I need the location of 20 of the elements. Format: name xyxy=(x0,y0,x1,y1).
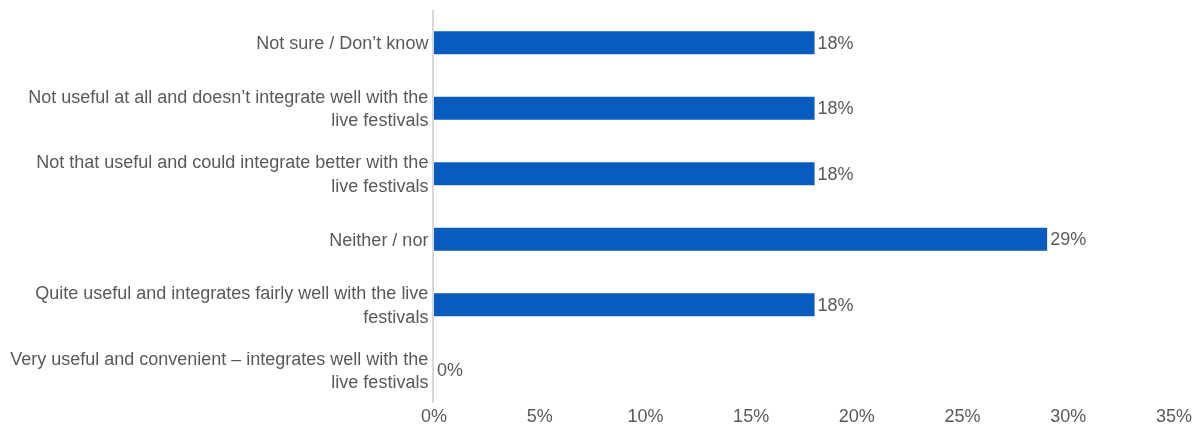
x-tick-label: 5% xyxy=(526,406,553,426)
x-tick-label: 10% xyxy=(627,406,664,426)
x-tick-label: 15% xyxy=(733,406,770,426)
data-label: 0% xyxy=(437,360,464,381)
y-tick-label: Not that useful and could integrate better with the live festivals xyxy=(36,152,429,196)
y-tick-label: Neither / nor xyxy=(329,229,429,250)
x-tick-label: 30% xyxy=(1050,406,1087,426)
data-label: 18% xyxy=(817,163,854,184)
x-tick-label: 20% xyxy=(838,406,875,426)
data-label: 18% xyxy=(817,98,854,119)
y-tick-label: Very useful and convenient – integrates well with the live festivals xyxy=(10,348,429,393)
y-tick-label: Not sure / Don’t know xyxy=(256,33,430,54)
y-tick-label: Not useful at all and doesn’t integrate well with the live festivals xyxy=(28,86,429,131)
x-tick-label: 35% xyxy=(1155,406,1193,426)
data-label: 18% xyxy=(817,32,854,53)
x-tick-label: 25% xyxy=(944,406,981,426)
data-label: 18% xyxy=(817,294,854,315)
x-tick-label: 0% xyxy=(420,406,448,426)
data-label: 29% xyxy=(1050,229,1087,250)
y-tick-label: Quite useful and integrates fairly well with the live festivals xyxy=(35,283,429,327)
